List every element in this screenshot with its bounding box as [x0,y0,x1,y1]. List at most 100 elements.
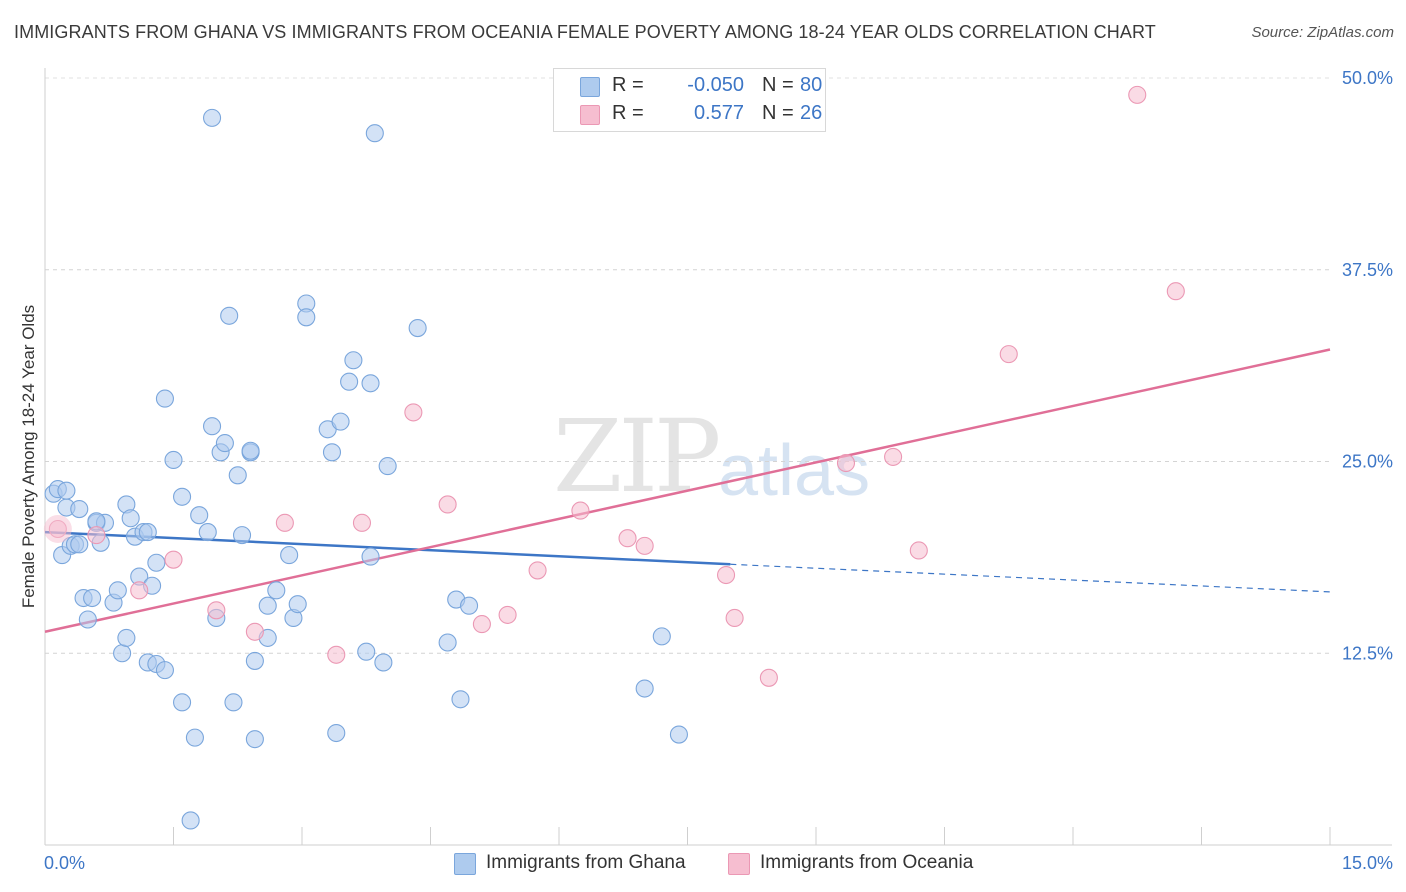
ghana-point [378,457,397,476]
ghana-point [164,450,183,470]
ghana-point [173,693,192,712]
ghana-point [83,588,102,608]
watermark-zip: ZIP [553,398,721,515]
legend-swatch-ghana [580,77,600,97]
legend-r-label: R = [612,102,644,124]
ghana-point [155,389,174,408]
oceania-point [635,536,654,555]
ghana-point [57,481,76,500]
ghana-point [241,441,260,460]
ghana-point [138,523,157,542]
legend-n-value: 80 [800,74,823,96]
ghana-point [361,547,380,566]
ghana-point [288,595,307,614]
ghana-point [181,811,200,830]
ghana-point [228,466,247,485]
ghana-point [121,509,140,528]
data-points [43,85,1185,830]
y-tick-label: 50.0% [1342,68,1393,88]
oceania-point [87,526,106,545]
ghana-trend-extension [730,563,1331,593]
correlation-legend: R = -0.050 N = 80 R = 0.577 N = 26 [553,68,826,132]
ghana-point [203,108,222,127]
ghana-point [438,633,457,652]
ghana-point [220,306,239,325]
oceania-point [999,345,1018,364]
oceania-point [404,403,423,422]
oceania-point [352,513,372,532]
legend-r-value: -0.050 [687,74,744,96]
ghana-point [245,651,264,670]
ghana-point [78,610,97,629]
bottom-legend-swatch-oceania [728,853,750,875]
oceania-point [472,615,491,634]
ghana-point [70,535,89,554]
ghana-point [459,596,479,615]
ghana-point [245,730,264,749]
ghana-point [408,318,427,338]
ghana-point [357,642,376,661]
chart-title: IMMIGRANTS FROM GHANA VS IMMIGRANTS FROM… [14,22,1156,42]
ghana-point [297,308,316,327]
y-tick-label: 25.0% [1342,452,1393,472]
ghana-point [322,443,342,462]
oceania-point [327,645,346,664]
ghana-point [365,124,384,143]
grid-lines [45,77,1330,654]
oceania-point [498,605,517,624]
oceania-point [571,501,590,520]
legend-n-value: 26 [800,102,823,124]
ghana-point [108,581,127,600]
ghana-point [374,653,393,672]
ghana-point [117,628,136,647]
ghana-point [267,581,286,600]
ghana-point [331,412,350,431]
ghana-point [340,372,359,391]
y-tick-label: 37.5% [1342,260,1393,280]
legend-n-label: N = [762,102,794,124]
ghana-point [70,500,89,519]
ghana-point [203,417,222,436]
oceania-point [1166,282,1185,301]
ghana-point [280,546,299,565]
ghana-point [190,506,209,525]
ghana-point [258,596,277,615]
oceania-point [1128,85,1147,104]
y-axis-label: Female Poverty Among 18-24 Year Olds [19,305,38,608]
oceania-point [130,581,149,600]
legend-swatch-oceania [580,105,600,125]
oceania-point [207,601,226,620]
oceania-point [725,608,744,628]
oceania-point [618,529,637,548]
oceania-point [528,561,547,580]
ghana-point [232,526,252,545]
ghana-point [113,644,132,663]
legend-r-value: 0.577 [693,102,744,124]
ghana-point [327,723,346,743]
oceania-point [716,565,736,585]
ghana-point [155,661,174,680]
y-tick-label: 12.5% [1342,643,1393,663]
bottom-legend-label: Immigrants from Oceania [760,852,974,873]
bottom-legend-label: Immigrants from Ghana [486,852,686,873]
x-tick-label: 0.0% [44,853,85,873]
oceania-point-large [43,514,72,543]
oceania-trend-line [44,348,1331,633]
legend-r-label: R = [612,74,644,96]
ghana-point [635,679,654,698]
ghana-point [215,434,234,453]
axes [44,68,1392,846]
oceania-point [759,668,778,687]
bottom-legend-swatch-ghana [454,853,476,875]
ghana-point [344,351,363,370]
ghana-trend-line [44,530,731,566]
ghana-point [185,728,204,747]
ghana-point [147,553,166,572]
chart-source: Source: ZipAtlas.com [1251,24,1394,41]
legend-n-label: N = [762,74,794,96]
oceania-point [438,495,457,514]
ghana-point [361,374,380,393]
ghana-point [198,523,217,542]
oceania-point [884,447,903,466]
